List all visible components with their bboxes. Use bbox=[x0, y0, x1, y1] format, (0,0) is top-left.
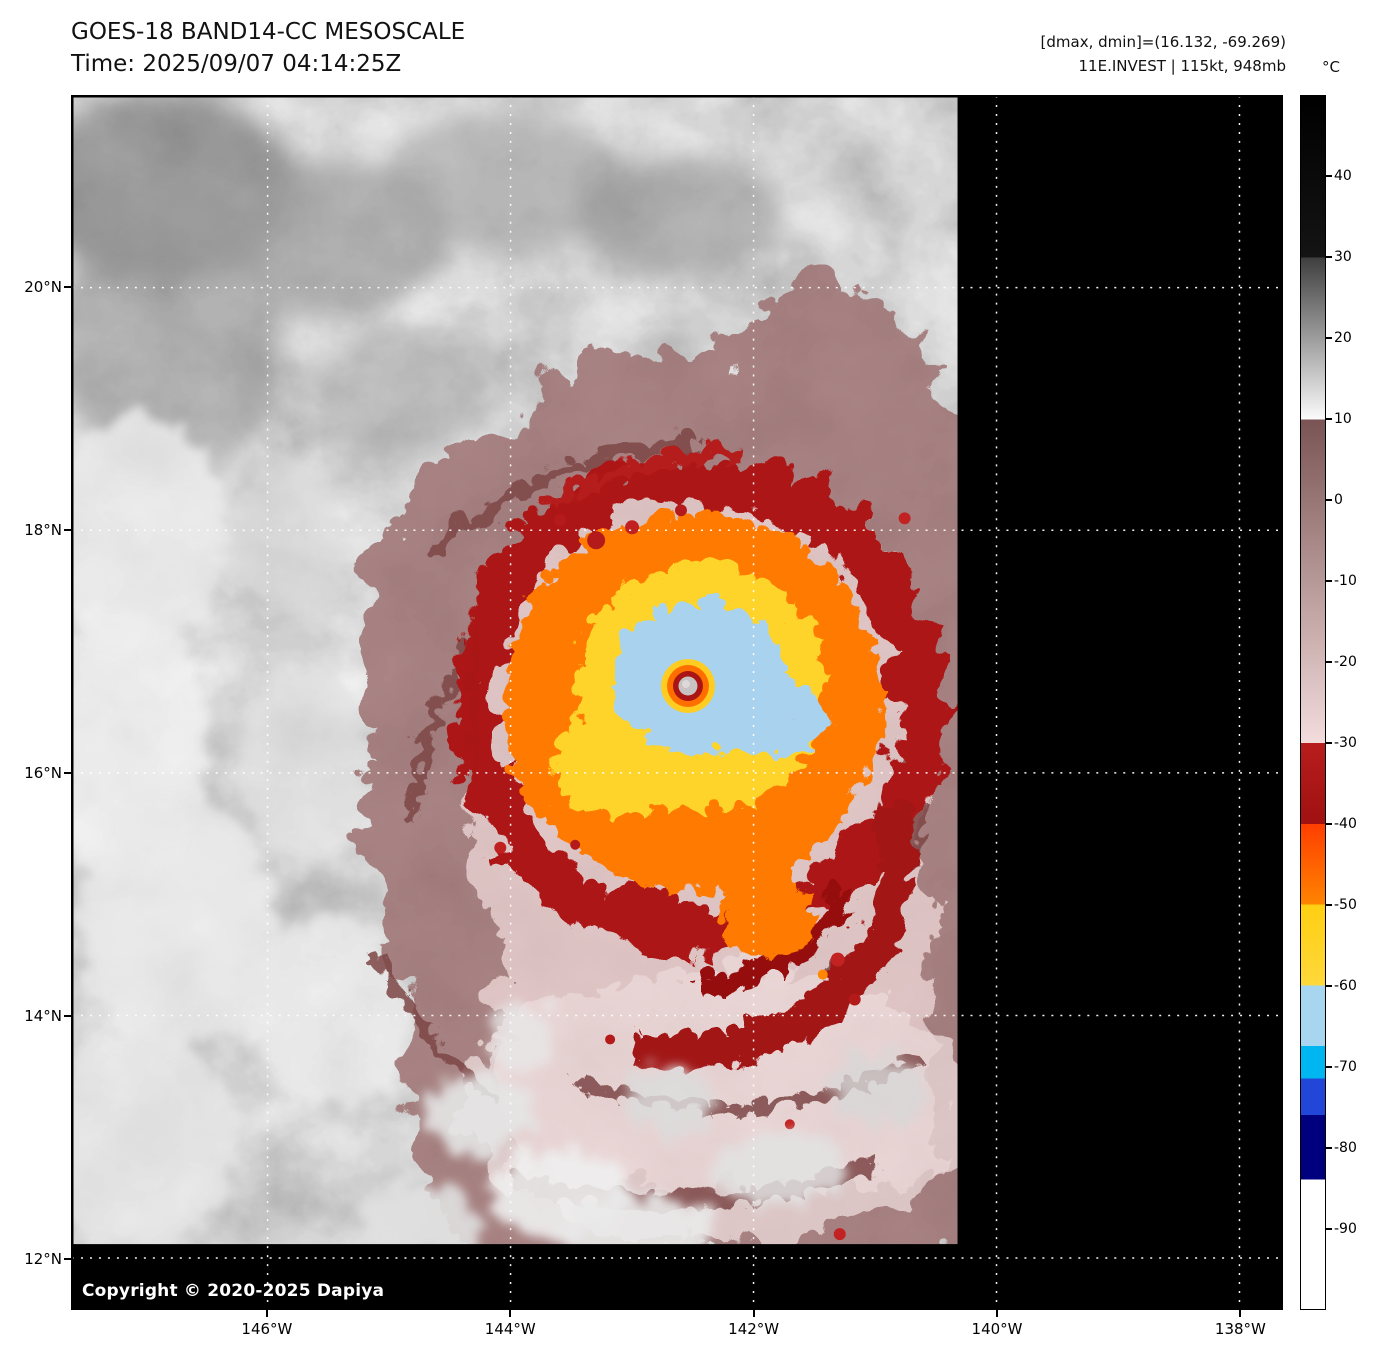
lon-tick-mark bbox=[1239, 1310, 1242, 1317]
lat-tick-label: 18°N bbox=[24, 520, 62, 539]
colorbar-tick-label: -40 bbox=[1334, 816, 1357, 832]
colorbar bbox=[1300, 95, 1326, 1310]
lon-tick-label: 144°W bbox=[484, 1320, 536, 1338]
map-area: Copyright © 2020-2025 Dapiya bbox=[71, 95, 1283, 1310]
colorbar-tick-mark bbox=[1326, 985, 1332, 987]
colorbar-tick-mark bbox=[1326, 256, 1332, 258]
hurricane-eye bbox=[661, 659, 715, 713]
colorbar-tick-label: -10 bbox=[1334, 573, 1357, 589]
lon-tick-mark bbox=[265, 1310, 268, 1317]
colorbar-tick-label: 40 bbox=[1334, 168, 1352, 184]
chart-title: GOES-18 BAND14-CC MESOSCALE bbox=[71, 19, 466, 45]
colorbar-tick-mark bbox=[1326, 337, 1332, 339]
colorbar-tick-mark bbox=[1326, 823, 1332, 825]
title-block: GOES-18 BAND14-CC MESOSCALE Time: 2025/0… bbox=[71, 16, 465, 80]
copyright-notice: Copyright © 2020-2025 Dapiya bbox=[82, 1281, 385, 1301]
lon-tick-label: 140°W bbox=[971, 1320, 1023, 1338]
lat-tick-label: 12°N bbox=[24, 1249, 62, 1268]
lat-tick-mark bbox=[64, 285, 71, 288]
lat-tick-label: 20°N bbox=[24, 277, 62, 296]
colorbar-tick-mark bbox=[1326, 904, 1332, 906]
colorbar-tick-mark bbox=[1326, 418, 1332, 420]
colorbar-tick-label: -30 bbox=[1334, 735, 1357, 751]
colorbar-tick-label: -60 bbox=[1334, 978, 1357, 994]
lat-tick-mark bbox=[64, 1014, 71, 1017]
colorbar-tick-mark bbox=[1326, 742, 1332, 744]
lat-tick-mark bbox=[64, 771, 71, 774]
colorbar-tick-mark bbox=[1326, 661, 1332, 663]
map-frame bbox=[72, 96, 1282, 1309]
colorbar-tick-label: 10 bbox=[1334, 411, 1352, 427]
colorbar-tick-label: -20 bbox=[1334, 654, 1357, 670]
colorbar-tick-label: 30 bbox=[1334, 249, 1352, 265]
cold-cloud-speckles bbox=[494, 504, 911, 1241]
colorbar-tick-mark bbox=[1326, 1147, 1332, 1149]
south-cumulus bbox=[351, 999, 916, 1260]
lon-tick-label: 142°W bbox=[728, 1320, 780, 1338]
colorbar-tick-mark bbox=[1326, 499, 1332, 501]
lat-tick-label: 16°N bbox=[24, 763, 62, 782]
dmax-dmin-readout: [dmax, dmin]=(16.132, -69.269) bbox=[1040, 33, 1286, 51]
info-block: [dmax, dmin]=(16.132, -69.269) 11E.INVES… bbox=[1041, 30, 1286, 78]
colorbar-tick-mark bbox=[1326, 1066, 1332, 1068]
chart-timestamp: Time: 2025/09/07 04:14:25Z bbox=[71, 51, 402, 77]
lon-tick-label: 146°W bbox=[241, 1320, 293, 1338]
colorbar-tick-label: 0 bbox=[1334, 492, 1343, 508]
eyewall bbox=[436, 438, 934, 1062]
lat-tick-label: 14°N bbox=[24, 1006, 62, 1025]
no-data-east-mask bbox=[957, 96, 1282, 1309]
lon-tick-label: 138°W bbox=[1214, 1320, 1266, 1338]
colorbar-tick-mark bbox=[1326, 175, 1332, 177]
satellite-imagery bbox=[72, 96, 1282, 1309]
colorbar-tick-label: -70 bbox=[1334, 1059, 1357, 1075]
lon-tick-mark bbox=[752, 1310, 755, 1317]
storm-info-readout: 11E.INVEST | 115kt, 948mb bbox=[1078, 57, 1287, 75]
lon-tick-mark bbox=[509, 1310, 512, 1317]
colorbar-tick-label: 20 bbox=[1334, 330, 1352, 346]
lat-tick-mark bbox=[64, 528, 71, 531]
colorbar-unit-label: °C bbox=[1322, 58, 1340, 76]
colorbar-tick-label: -90 bbox=[1334, 1221, 1357, 1237]
lat-tick-mark bbox=[64, 1257, 71, 1260]
colorbar-tick-label: -50 bbox=[1334, 897, 1357, 913]
lon-tick-mark bbox=[996, 1310, 999, 1317]
colorbar-tick-mark bbox=[1326, 1228, 1332, 1230]
no-data-south-mask bbox=[72, 1244, 1282, 1309]
colorbar-tick-mark bbox=[1326, 580, 1332, 582]
colorbar-tick-label: -80 bbox=[1334, 1140, 1357, 1156]
